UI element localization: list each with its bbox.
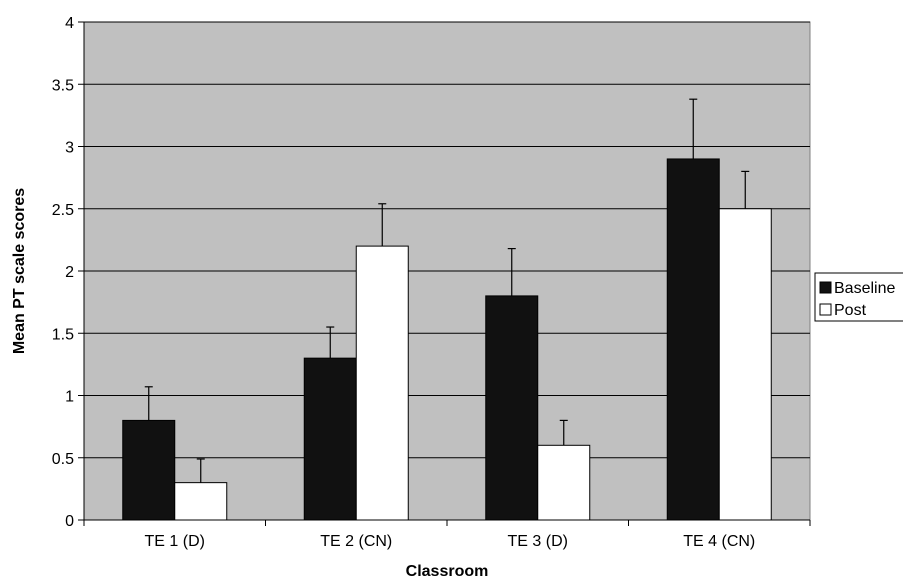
y-tick-label: 2 [65,264,74,281]
legend-swatch-baseline [819,281,832,294]
bar-post [174,482,228,521]
y-tick-label: 4 [65,15,74,32]
legend-label-baseline: Baseline [834,280,895,297]
x-tick-label: TE 4 (CN) [683,533,755,550]
bar-post [355,245,409,521]
y-axis-ticks: 0 0.5 1 1.5 2 2.5 3 3.5 4 [52,15,84,530]
bar-baseline [303,357,357,521]
y-axis-title: Mean PT scale scores [11,188,28,354]
bar-baseline [485,295,539,521]
y-tick-label: 0.5 [52,451,74,468]
bar-baseline [122,419,176,521]
error-bars [144,98,750,483]
bar-post [718,208,772,521]
x-tick-label: TE 1 (D) [145,533,205,550]
y-tick-label: 1 [65,389,74,406]
y-tick-label: 0 [65,513,74,530]
legend-swatch-post [819,303,832,316]
y-tick-label: 2.5 [52,202,74,219]
bars [122,158,772,521]
y-tick-label: 3 [65,140,74,157]
x-tick-label: TE 2 (CN) [320,533,392,550]
x-tick-label: TE 3 (D) [508,533,568,550]
legend: Baseline Post [814,272,903,322]
bar-baseline [666,158,720,521]
bar-post [537,444,591,521]
y-tick-label: 1.5 [52,326,74,343]
legend-label-post: Post [834,302,867,319]
y-tick-label: 3.5 [52,77,74,94]
x-axis-ticks: TE 1 (D) TE 2 (CN) TE 3 (D) TE 4 (CN) [83,520,811,550]
x-axis-title: Classroom [406,563,489,580]
